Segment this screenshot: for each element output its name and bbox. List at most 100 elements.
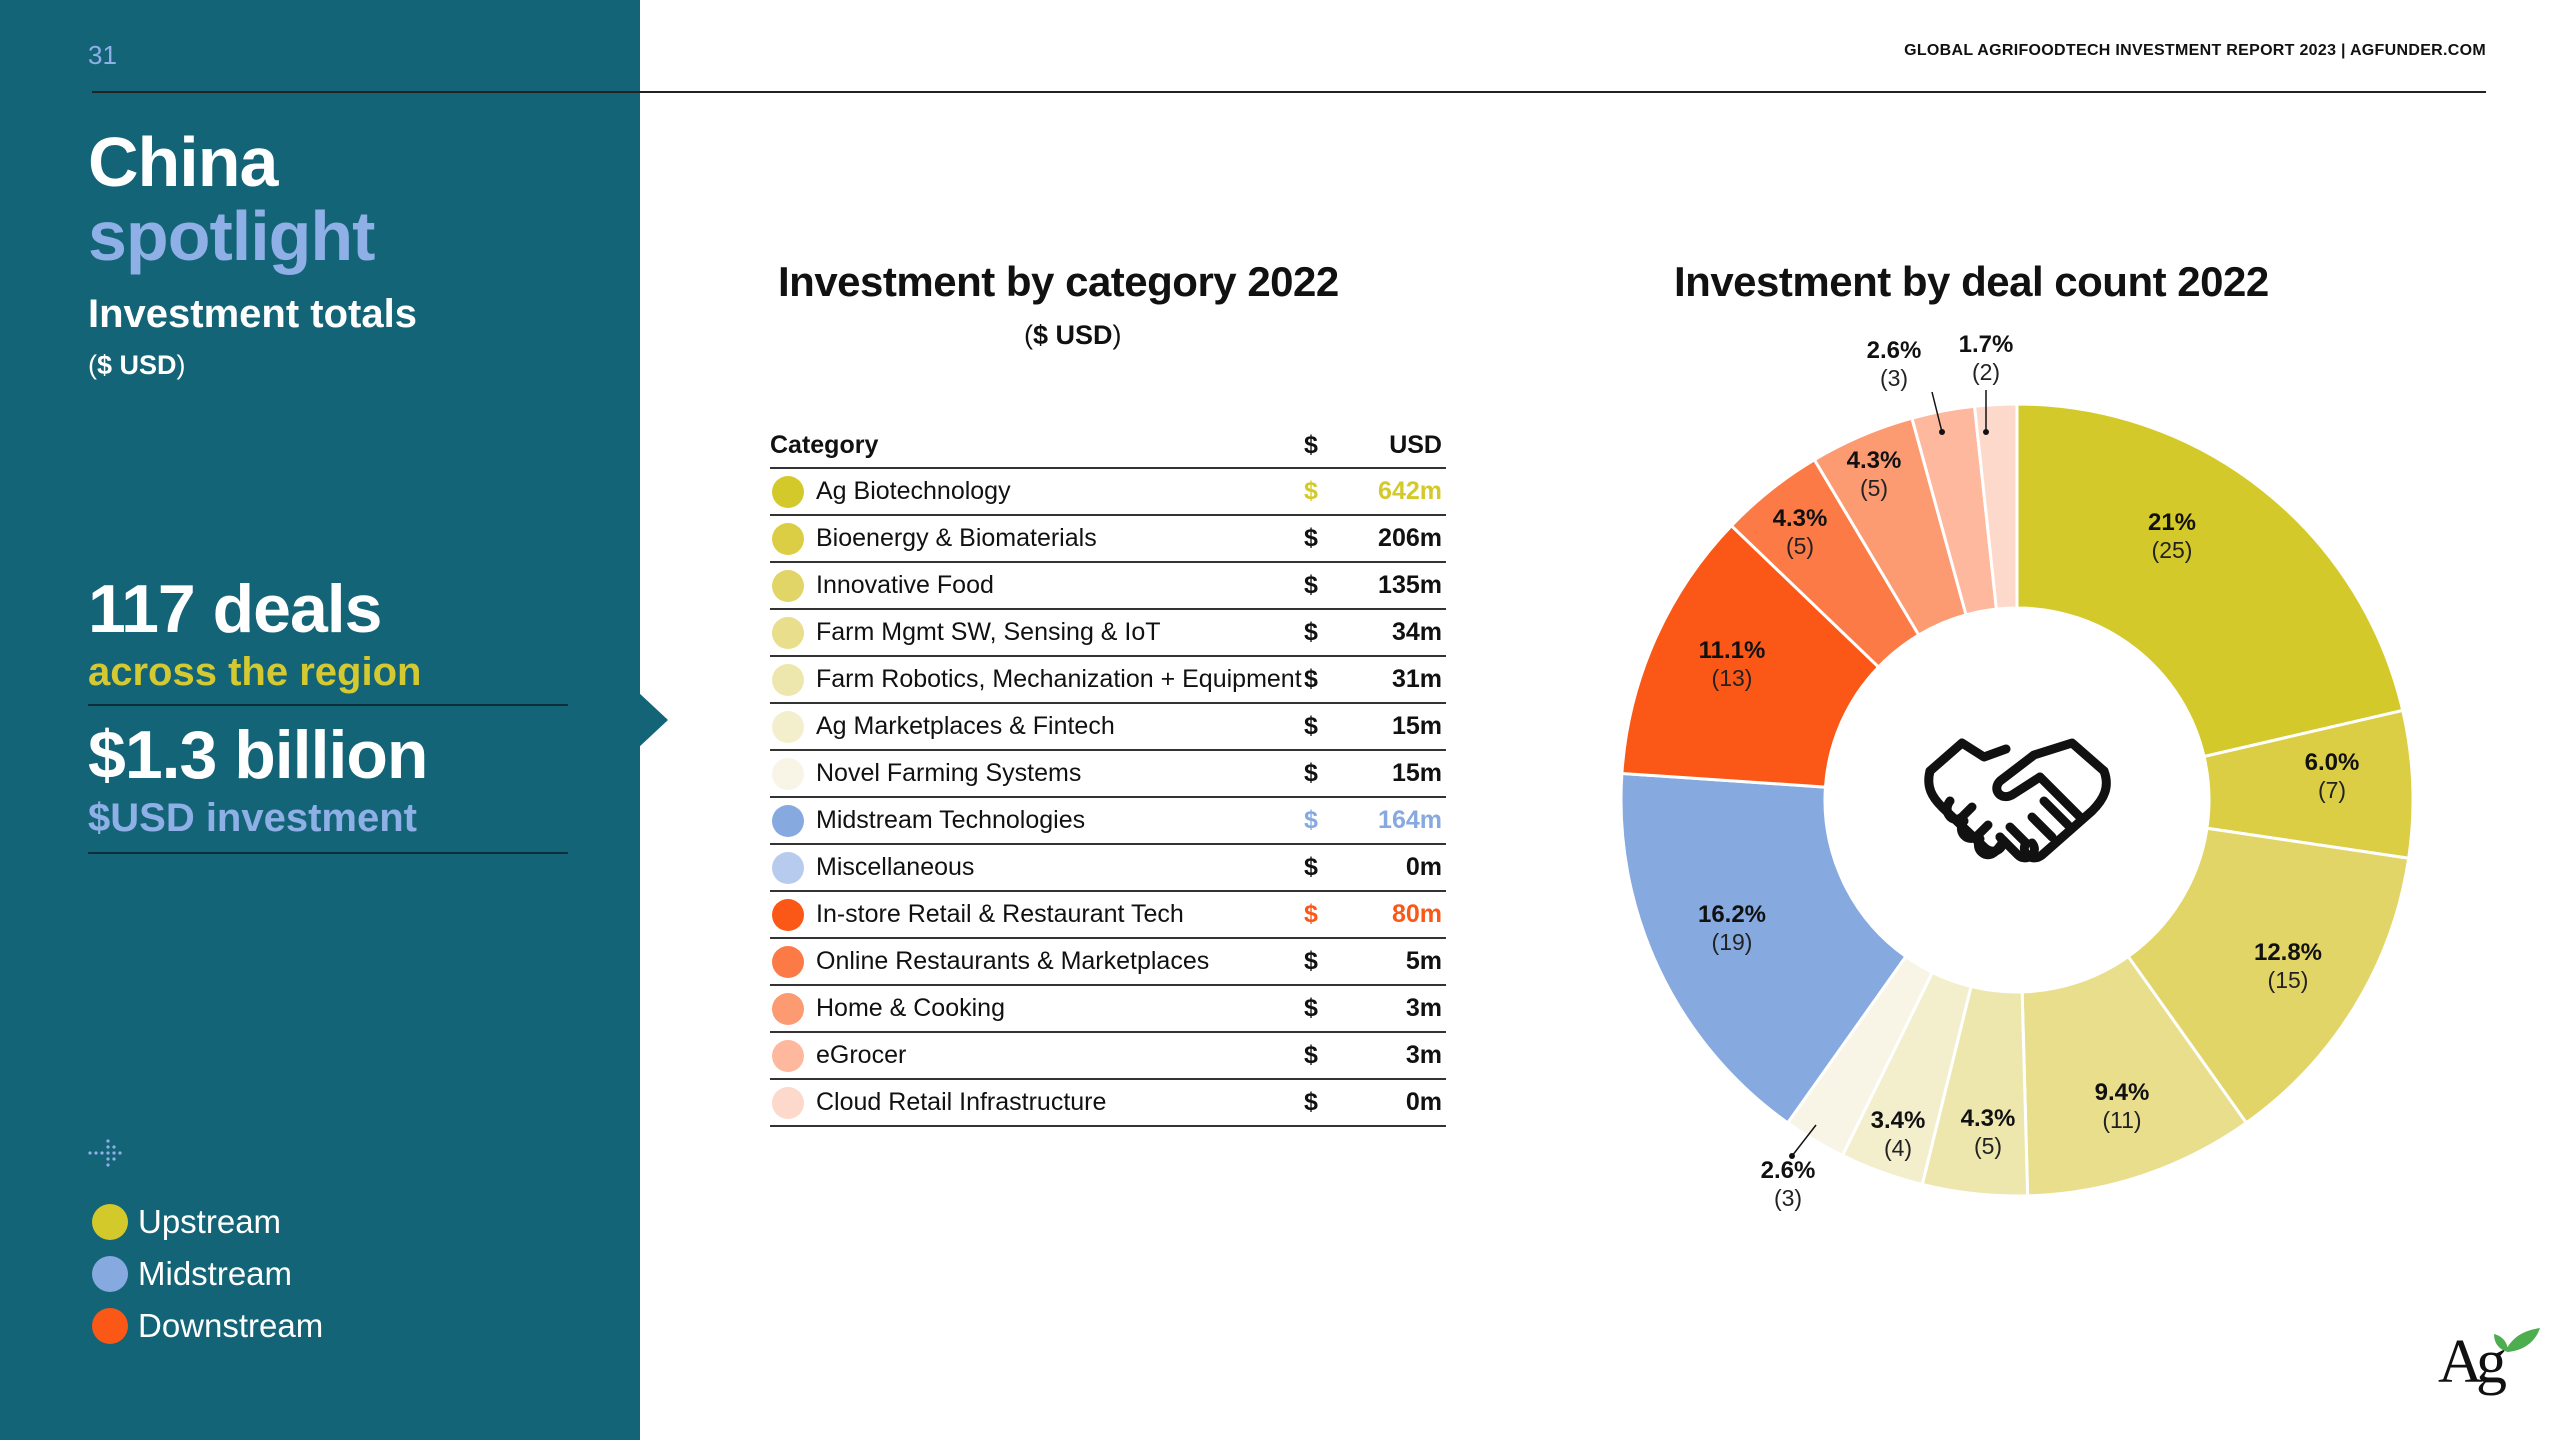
slice-percent-label: 2.6%	[1867, 337, 1922, 364]
dollar-sign: $	[1304, 477, 1318, 505]
category-name: Farm Mgmt SW, Sensing & IoT	[816, 618, 1161, 646]
table-row: Home & Cooking $3m	[770, 986, 1446, 1033]
slice-percent-label: 4.3%	[1961, 1105, 2016, 1132]
label-leader-dot	[1789, 1153, 1795, 1159]
investment-total-value: $1.3 billion	[88, 717, 428, 793]
column-header-usd: USD	[1389, 431, 1442, 459]
report-header: GLOBAL AGRIFOODTECH INVESTMENT REPORT 20…	[1904, 42, 2486, 59]
category-color-dot	[772, 522, 804, 555]
slice-count-label: (4)	[1884, 1135, 1912, 1161]
table-row: In-store Retail & Restaurant Tech $80m	[770, 892, 1446, 939]
slice-count-label: (25)	[2152, 537, 2193, 563]
category-value: 80m	[1391, 900, 1442, 928]
category-name: Miscellaneous	[816, 853, 975, 881]
deal-count-caption: across the region	[88, 650, 422, 694]
slice-count-label: (5)	[1860, 475, 1888, 501]
category-color-dot	[772, 898, 804, 931]
category-value: 3m	[1405, 1041, 1442, 1069]
slice-count-label: (5)	[1974, 1133, 2002, 1159]
category-name: Ag Biotechnology	[816, 477, 1011, 505]
category-name: In-store Retail & Restaurant Tech	[816, 900, 1184, 928]
table-unit: ($ USD)	[1024, 320, 1122, 350]
page-number: 31	[88, 40, 117, 70]
legend-item-downstream: Downstream	[92, 1300, 323, 1352]
category-table: Category $ USD Ag Biotechnology $642m Bioe…	[770, 424, 1446, 1127]
category-value: 34m	[1391, 618, 1442, 646]
dollar-sign: $	[1304, 853, 1318, 881]
table-row: Ag Biotechnology $642m	[770, 469, 1446, 516]
donut-slice	[2126, 826, 2411, 1125]
category-color-dot	[772, 1039, 804, 1072]
slice-percent-label: 11.1%	[1699, 637, 1766, 664]
category-color-dot	[772, 945, 804, 978]
category-name: Ag Marketplaces & Fintech	[816, 712, 1115, 740]
page-title-line2: spotlight	[88, 197, 375, 275]
table-row: Midstream Technologies $164m	[770, 798, 1446, 845]
label-leader-dot	[1983, 429, 1989, 435]
stream-legend: Upstream Midstream Downstream	[92, 1196, 323, 1352]
slice-percent-label: 12.8%	[2254, 939, 2322, 966]
legend-label: Midstream	[138, 1255, 293, 1292]
slice-count-label: (15)	[2268, 967, 2309, 993]
stat-divider	[88, 852, 568, 854]
category-color-dot	[772, 663, 804, 696]
category-value: 5m	[1405, 947, 1442, 975]
category-name: Cloud Retail Infrastructure	[816, 1088, 1107, 1116]
category-color-dot	[772, 616, 804, 649]
category-value: 164m	[1378, 806, 1442, 834]
slice-percent-label: 16.2%	[1698, 901, 1766, 928]
dollar-sign: $	[1304, 947, 1318, 975]
category-name: Farm Robotics, Mechanization + Equipment	[816, 665, 1302, 693]
stat-divider	[88, 704, 568, 706]
slice-count-label: (2)	[1972, 359, 2000, 385]
dollar-sign: $	[1304, 571, 1318, 599]
legend-swatch	[92, 1204, 128, 1240]
category-value: 0m	[1405, 853, 1442, 881]
slice-count-label: (5)	[1786, 533, 1814, 559]
slice-percent-label: 1.7%	[1959, 331, 2014, 358]
table-row: Ag Marketplaces & Fintech $15m	[770, 704, 1446, 751]
slice-percent-label: 6.0%	[2305, 749, 2360, 776]
dollar-sign: $	[1304, 1088, 1318, 1116]
category-color-dot	[772, 992, 804, 1025]
donut-slice	[1619, 771, 1908, 1125]
table-row: Innovative Food $135m	[770, 563, 1446, 610]
category-value: 3m	[1405, 994, 1442, 1022]
category-value: 15m	[1391, 759, 1442, 787]
agfunder-logo-icon: A g	[2438, 1328, 2540, 1396]
category-color-dot	[772, 1086, 804, 1119]
dollar-sign: $	[1304, 806, 1318, 834]
dollar-sign: $	[1304, 524, 1318, 552]
donut-slice	[1620, 523, 1881, 789]
legend-item-upstream: Upstream	[92, 1196, 323, 1248]
table-row: Bioenergy & Biomaterials $206m	[770, 516, 1446, 563]
donut-slice	[2020, 954, 2249, 1198]
donut-slice	[2015, 402, 2405, 759]
slice-percent-label: 4.3%	[1773, 505, 1828, 532]
dollar-sign: $	[1304, 618, 1318, 646]
slice-count-label: (11)	[2102, 1107, 2141, 1133]
category-name: Midstream Technologies	[816, 806, 1086, 834]
category-name: Innovative Food	[816, 571, 994, 599]
totals-unit: ($ USD)	[88, 350, 186, 380]
table-row: Farm Robotics, Mechanization + Equipment…	[770, 657, 1446, 704]
dollar-sign: $	[1304, 1041, 1318, 1069]
label-leader-dot	[1939, 429, 1945, 435]
table-row: Miscellaneous $0m	[770, 845, 1446, 892]
label-leader-line	[1791, 1124, 1817, 1157]
dollar-sign: $	[1304, 759, 1318, 787]
category-value: 206m	[1378, 524, 1442, 552]
slice-percent-label: 9.4%	[2095, 1079, 2150, 1106]
category-color-dot	[772, 804, 804, 837]
chart-title: Investment by deal count 2022	[1674, 258, 2269, 305]
slice-percent-label: 3.4%	[1871, 1107, 1926, 1134]
dollar-sign: $	[1304, 712, 1318, 740]
handshake-icon	[1924, 738, 2111, 863]
slice-count-label: (3)	[1774, 1185, 1802, 1211]
slice-percent-label: 4.3%	[1847, 447, 1902, 474]
category-name: eGrocer	[816, 1041, 907, 1069]
column-header-dollar: $	[1304, 431, 1318, 459]
category-name: Bioenergy & Biomaterials	[816, 524, 1097, 552]
legend-label: Downstream	[138, 1307, 324, 1344]
